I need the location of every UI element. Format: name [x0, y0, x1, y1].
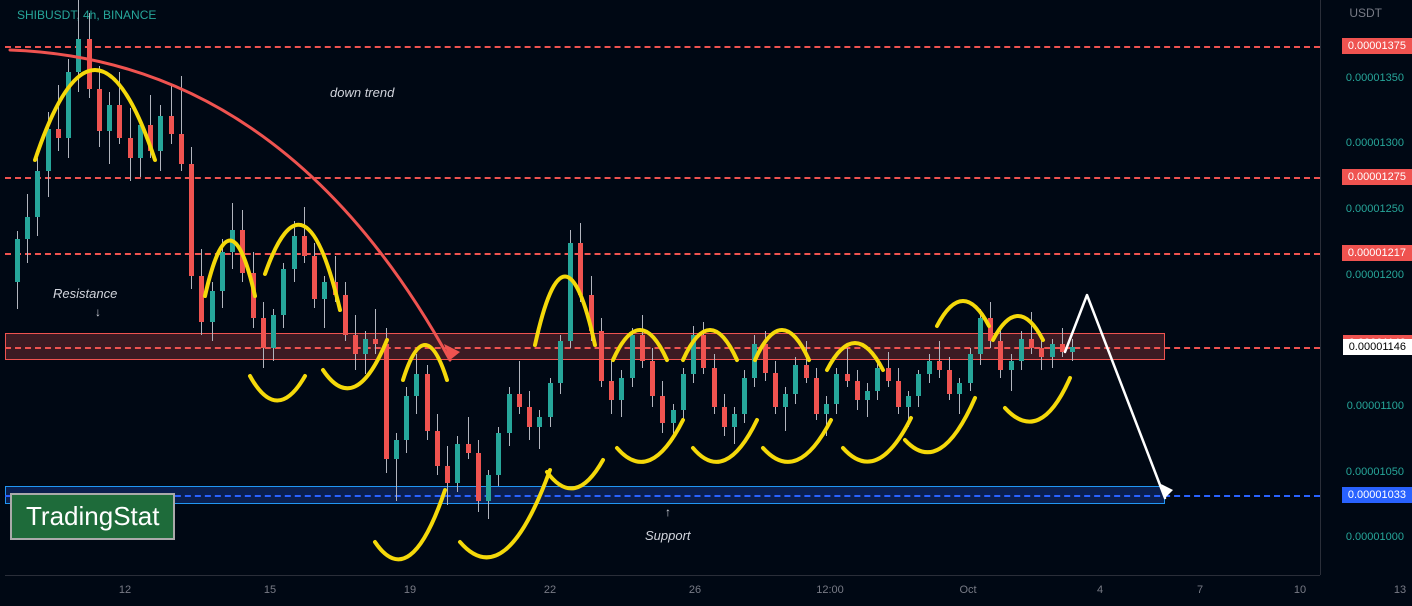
time-tick-label: 13 — [1394, 584, 1406, 596]
logo-text: TradingStat — [26, 501, 159, 531]
chart-plot-area[interactable]: SHIBUSDT, 4h, BINANCE down trend Resista… — [5, 0, 1320, 575]
time-tick-label: 15 — [264, 584, 276, 596]
time-tick-label: 7 — [1197, 584, 1203, 596]
chart-container: SHIBUSDT, 4h, BINANCE down trend Resista… — [0, 0, 1412, 606]
time-tick-label: 19 — [404, 584, 416, 596]
price-tick-label: 0.00001100 — [1347, 400, 1404, 412]
time-tick-label: 26 — [689, 584, 701, 596]
horizontal-level-line[interactable] — [5, 177, 1320, 179]
price-badge: 0.00001033 — [1342, 487, 1412, 503]
time-tick-label: 10 — [1294, 584, 1306, 596]
arrow-down-resistance: ↓ — [95, 305, 101, 319]
arrow-up-support: ↑ — [665, 505, 671, 519]
horizontal-level-line[interactable] — [5, 495, 1320, 497]
price-axis[interactable]: USDT 0.00001350 0.00001300 0.00001250 0.000… — [1320, 0, 1412, 575]
price-badge: 0.00001217 — [1342, 245, 1412, 261]
ticker-label[interactable]: SHIBUSDT, 4h, BINANCE — [17, 8, 156, 22]
annotation-support: Support — [645, 528, 691, 543]
price-tick-label: 0.00001250 — [1346, 203, 1404, 215]
time-tick-label: 12:00 — [816, 584, 844, 596]
time-tick-label: 12 — [119, 584, 131, 596]
time-tick-label: Oct — [959, 584, 976, 596]
price-tick-label: 0.00001350 — [1346, 72, 1404, 84]
price-tick-label: 0.00001000 — [1346, 531, 1404, 543]
price-badge: 0.00001275 — [1342, 169, 1412, 185]
time-axis[interactable]: 121519222612:00Oct471013 — [5, 575, 1320, 606]
horizontal-level-line[interactable] — [5, 347, 1320, 349]
price-tick-label: 0.00001200 — [1346, 269, 1404, 281]
time-tick-label: 22 — [544, 584, 556, 596]
price-badge: 0.00001375 — [1342, 38, 1412, 54]
annotation-down-trend: down trend — [330, 85, 394, 100]
logo-badge: TradingStat — [10, 493, 175, 540]
price-tick-label: 0.00001300 — [1346, 137, 1404, 149]
quote-currency-label: USDT — [1349, 6, 1382, 20]
annotation-resistance: Resistance — [53, 286, 117, 301]
price-badge: 0.00001146 — [1343, 339, 1412, 355]
time-tick-label: 4 — [1097, 584, 1103, 596]
price-tick-label: 0.00001050 — [1346, 466, 1404, 478]
horizontal-level-line[interactable] — [5, 46, 1320, 48]
